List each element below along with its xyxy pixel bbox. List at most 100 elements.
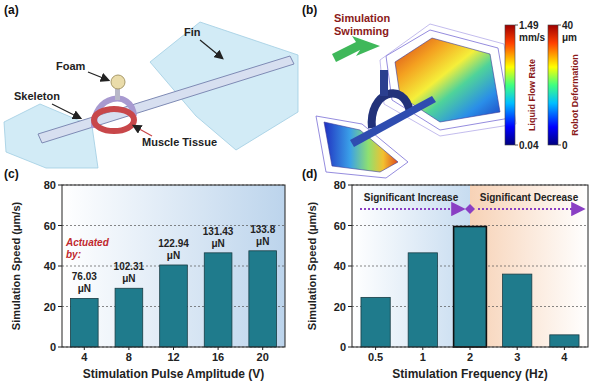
x-axis-label: Stimulation Frequency (Hz) <box>392 367 547 381</box>
tick <box>422 347 423 350</box>
tick-label: 20 <box>257 351 269 363</box>
fin-field <box>324 122 398 172</box>
tick-label: 20 <box>44 301 56 313</box>
y-axis-label: Simulation Speed (μm/s) <box>10 201 22 330</box>
tick-label: 20 <box>334 301 346 313</box>
muscle <box>94 109 134 131</box>
bar <box>454 227 487 347</box>
tick <box>348 306 352 307</box>
bar <box>249 251 277 347</box>
tick <box>564 347 565 350</box>
colorbar-tick <box>558 25 561 26</box>
pointer <box>200 40 222 58</box>
force-label: 76.03μN <box>72 271 97 294</box>
peak-marker <box>465 204 475 214</box>
plot-frame <box>62 185 285 347</box>
colorbar-tick-label: 1.49 <box>519 20 539 31</box>
tick <box>375 347 376 350</box>
tick-label: 4 <box>561 351 568 363</box>
force-label: 122.94μN <box>158 238 189 261</box>
colorbar-tick <box>558 145 561 146</box>
label: Skeleton <box>14 90 60 102</box>
colorbar-label: Robot Deformation <box>570 54 580 136</box>
colorbar-label: Liquid Flow Rate <box>527 59 537 131</box>
pointer <box>134 126 152 136</box>
tick-label: 8 <box>126 351 132 363</box>
tick-label: 60 <box>44 220 56 232</box>
figure: (a)FoamFinSkeletonMuscle Tissue(b)Simula… <box>0 0 600 387</box>
foam <box>111 75 125 89</box>
panel-label: (c) <box>4 167 19 181</box>
panel-label: (d) <box>302 167 317 181</box>
skeleton <box>38 56 294 143</box>
colorbar-unit: μm <box>562 32 577 43</box>
bar <box>408 253 437 347</box>
tick <box>58 306 62 307</box>
tick <box>348 185 352 186</box>
plot-frame <box>352 185 588 347</box>
tick-label: 40 <box>44 260 56 272</box>
panel-label: (b) <box>302 3 317 17</box>
tick <box>218 347 219 350</box>
colorbar-tick-label: 0 <box>562 140 568 151</box>
tick <box>84 347 85 350</box>
force-label: 102.31μN <box>114 261 145 284</box>
contour <box>316 116 408 178</box>
colorbar-tick-label: 0.04 <box>519 140 539 151</box>
tick <box>348 266 352 267</box>
tick <box>262 347 263 350</box>
tick-label: 80 <box>44 179 56 191</box>
tick-label: 3 <box>514 351 520 363</box>
tick <box>173 347 174 350</box>
annotation: Actuatedby: <box>65 237 110 260</box>
tick-label: 1 <box>420 351 426 363</box>
plot-background <box>62 185 285 347</box>
tick-label: 0 <box>50 341 56 353</box>
robot-body <box>380 70 388 96</box>
tick <box>470 347 471 350</box>
colorbar <box>505 25 515 145</box>
bar <box>550 335 579 347</box>
bar <box>70 298 98 347</box>
colorbar-tick <box>515 25 518 26</box>
trend-arrow <box>360 208 462 210</box>
colorbar-unit: mm/s <box>519 32 546 43</box>
pointer <box>88 72 108 80</box>
tick-label: 2 <box>467 351 473 363</box>
tick <box>517 347 518 350</box>
bar <box>115 288 143 347</box>
flow-arrow <box>332 36 380 62</box>
force-label: 131.43μN <box>203 226 234 249</box>
label: Fin <box>184 26 201 38</box>
tick-label: 0 <box>340 341 346 353</box>
tick <box>348 347 352 348</box>
bar <box>503 274 532 347</box>
trend-arrow <box>478 208 582 210</box>
colorbar <box>548 25 558 145</box>
force-label: 133.8μN <box>250 224 275 247</box>
tick-label: 4 <box>81 351 88 363</box>
tick <box>58 225 62 226</box>
colorbar-tick-label: 40 <box>562 20 574 31</box>
pointer <box>52 104 80 118</box>
tick-label: 0.5 <box>368 351 383 363</box>
tick <box>58 185 62 186</box>
x-axis-label: Stimulation Pulse Amplitude (V) <box>83 367 265 381</box>
y-axis-label: Simulation Speed (μm/s) <box>306 201 318 330</box>
tick-label: 60 <box>334 220 346 232</box>
tick <box>58 266 62 267</box>
label: Foam <box>56 60 86 72</box>
tick-label: 40 <box>334 260 346 272</box>
tick <box>348 225 352 226</box>
colorbar-tick <box>515 145 518 146</box>
bar <box>160 265 188 347</box>
tick <box>58 347 62 348</box>
tick-label: 12 <box>167 351 179 363</box>
caption: SimulationSwimming <box>334 12 391 37</box>
tick <box>128 347 129 350</box>
tick-label: 16 <box>212 351 224 363</box>
label: Muscle Tissue <box>142 136 217 148</box>
annotation: Significant Decrease <box>480 192 579 203</box>
bar <box>361 297 390 347</box>
annotation: Significant Increase <box>364 192 459 203</box>
